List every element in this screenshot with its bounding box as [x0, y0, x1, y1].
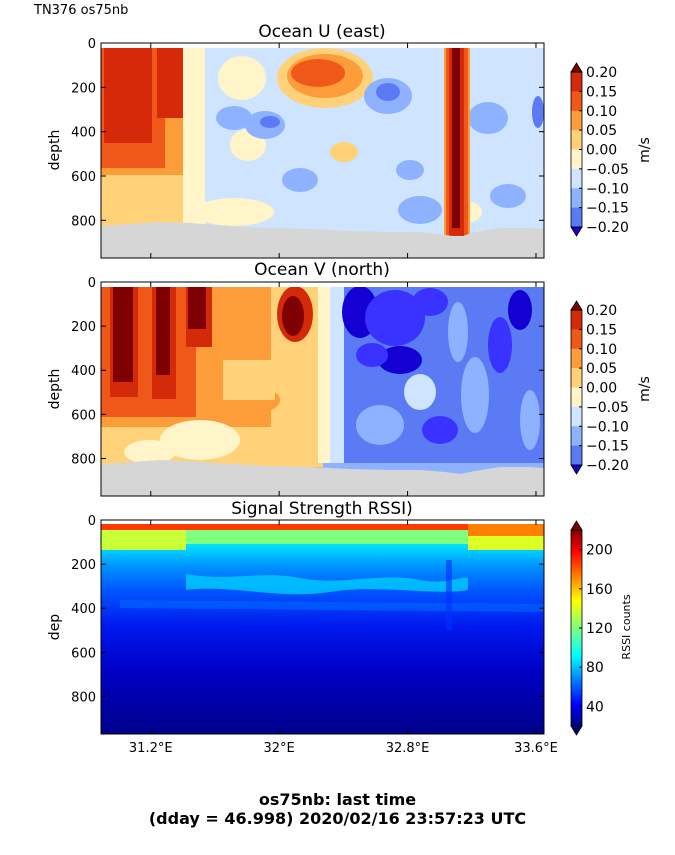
y-ticks-rssi: 0 200 400 600 800 [71, 514, 544, 705]
colorbar-tick-label: 0.20 [586, 303, 617, 319]
y-tick-label: 600 [71, 408, 96, 423]
colorbar-band [571, 406, 582, 427]
colorbar-band [571, 130, 582, 150]
colorbar-label-u: m/s [637, 137, 653, 163]
colorbar-tick-label: 0.05 [586, 123, 617, 139]
colorbar-extend-bottom [570, 464, 583, 475]
y-tick-label: 400 [71, 364, 96, 379]
colorbar-band [571, 445, 582, 466]
colorbar-extend-top [570, 62, 583, 73]
x-ticks-v [150, 282, 537, 496]
colorbar-tick-label: −0.05 [586, 162, 629, 178]
figure-header: TN376 os75nb [34, 3, 129, 18]
colorbar-tick-label: −0.15 [586, 201, 629, 217]
colorbar-tick-label: 0.20 [586, 65, 617, 81]
colorbar-extend-bottom [570, 725, 583, 736]
y-tick-label: 0 [88, 37, 96, 52]
axes-frame-u [100, 42, 545, 259]
y-ticks-u: 0 200 400 600 800 [71, 37, 544, 229]
seafloor-v [101, 460, 544, 496]
colorbar-label-rssi: RSSI counts [620, 594, 633, 659]
colorbar-extend-top [570, 520, 583, 531]
colorbar-extend-top [570, 300, 583, 311]
ylabel-v: depth [47, 369, 63, 410]
colorbar-v: 0.20 0.15 0.10 0.05 0.00 −0.05 −0.10 −0.15 −0.20 [570, 300, 629, 475]
ocean-u-field [101, 43, 544, 258]
colorbar-tick-label: −0.05 [586, 400, 629, 416]
y-tick-label: 200 [71, 81, 96, 96]
colorbar-band [571, 310, 582, 330]
panel-title-ocean-u: Ocean U (east) [258, 22, 385, 42]
footer-line-2: (dday = 46.998) 2020/02/16 23:57:23 UTC [148, 809, 527, 828]
x-ticks-u [150, 43, 537, 258]
colorbar-band [571, 207, 582, 228]
y-tick-label: 400 [71, 126, 96, 141]
x-ticks-rssi: 31.2°E 32°E 32.8°E 33.6°E [129, 520, 558, 756]
x-tick-label: 33.6°E [514, 741, 558, 756]
colorbar-tick-label: 200 [586, 543, 613, 559]
colorbar-tick-label: −0.20 [586, 220, 629, 236]
colorbar-tick-label: −0.10 [586, 419, 629, 435]
y-tick-label: 800 [71, 214, 96, 229]
colorbar-tick-label: 0.10 [586, 104, 617, 120]
colorbar-band [571, 91, 582, 112]
footer-line-1: os75nb: last time [258, 790, 417, 809]
y-tick-label: 200 [71, 558, 96, 573]
colorbar-band [571, 72, 582, 92]
colorbar-band [571, 426, 582, 447]
panel-title-rssi: Signal Strength RSSI) [231, 499, 413, 519]
colorbar-tick-label: 160 [586, 582, 613, 598]
axes-frame-rssi [100, 519, 545, 735]
ylabel-u: depth [47, 130, 63, 171]
colorbar-gradient [571, 530, 582, 726]
colorbar-extend-bottom [570, 226, 583, 237]
panel-rssi: Signal Strength RSSI) dep 0200400600800 … [47, 499, 633, 756]
x-tick-label: 32°E [264, 741, 295, 756]
colorbar-tick-label: 120 [586, 621, 613, 637]
colorbar-band [571, 387, 582, 408]
colorbar-band [571, 168, 582, 189]
y-tick-label: 400 [71, 602, 96, 617]
seafloor-u [101, 222, 544, 258]
panel-title-ocean-v: Ocean V (north) [254, 260, 390, 280]
y-ticks-v: 0 200 400 600 800 [71, 276, 544, 467]
y-tick-label: 600 [71, 646, 96, 661]
y-tick-label: 200 [71, 320, 96, 335]
colorbar-tick-label: 80 [586, 660, 604, 676]
colorbar-band [571, 110, 582, 131]
colorbar-tick-label: 0.05 [586, 361, 617, 377]
axes-frame-v [100, 281, 545, 497]
colorbar-band [571, 368, 582, 388]
y-tick-label: 800 [71, 452, 96, 467]
panel-ocean-u: Ocean U (east) [47, 22, 653, 259]
colorbar-band [571, 188, 582, 209]
y-tick-label: 800 [71, 690, 96, 705]
colorbar-tick-label: 0.10 [586, 342, 617, 358]
colorbar-tick-label: 0.15 [586, 322, 617, 338]
colorbar-tick-label: −0.15 [586, 439, 629, 455]
colorbar-tick-label: 40 [586, 699, 604, 715]
colorbar-label-v: m/s [637, 376, 653, 402]
colorbar-band [571, 329, 582, 350]
x-tick-label: 32.8°E [386, 741, 430, 756]
colorbar-u: 0.20 0.15 0.10 0.05 0.00 −0.05 −0.10 −0.15 −0.20 [570, 62, 629, 237]
colorbar-tick-label: −0.20 [586, 458, 629, 474]
ylabel-rssi: dep [47, 614, 63, 641]
ocean-v-field [101, 282, 544, 496]
colorbar-band [571, 348, 582, 369]
colorbar-band [571, 149, 582, 170]
y-tick-label: 0 [88, 514, 96, 529]
panel-ocean-v: Ocean V (north) [47, 260, 653, 497]
colorbar-tick-label: 0.00 [586, 381, 617, 397]
y-tick-label: 0 [88, 276, 96, 291]
x-tick-label: 31.2°E [129, 741, 173, 756]
colorbar-tick-label: −0.10 [586, 181, 629, 197]
colorbar-tick-label: 0.00 [586, 143, 617, 159]
y-tick-label: 600 [71, 170, 96, 185]
colorbar-tick-label: 0.15 [586, 84, 617, 100]
colorbar-rssi: 200 160 120 80 40 [570, 520, 613, 736]
rssi-field [101, 520, 544, 734]
